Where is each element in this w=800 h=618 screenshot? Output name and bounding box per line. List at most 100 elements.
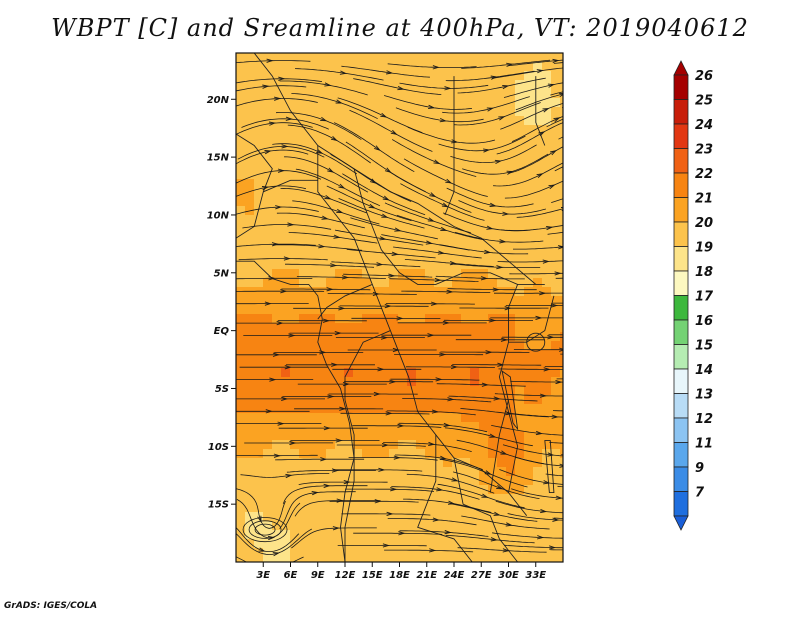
streamline [281, 288, 371, 291]
coastline [236, 260, 355, 562]
streamline-arrow [447, 397, 455, 402]
streamline [390, 378, 480, 381]
streamline-arrow [536, 535, 545, 540]
streamline [495, 500, 563, 514]
streamline-arrow [394, 227, 402, 232]
streamline [236, 488, 286, 529]
lake-outline [501, 370, 519, 431]
colorbar-swatch [673, 295, 689, 321]
streamline-arrow [342, 381, 351, 387]
streamline-arrow [368, 203, 376, 209]
streamline [447, 288, 537, 291]
lon-tick-label: 9E [311, 570, 325, 581]
streamline [546, 118, 563, 128]
streamline [353, 78, 442, 95]
streamline-arrow [324, 194, 332, 200]
border-line [498, 283, 545, 493]
streamline-arrow [502, 84, 510, 90]
streamline-arrow [258, 547, 266, 552]
streamline-arrow [429, 192, 437, 198]
lon-tick-label: 21E [416, 570, 437, 581]
streamline [499, 469, 563, 485]
streamline [515, 93, 563, 111]
streamline [288, 232, 378, 244]
streamline-arrow [481, 493, 489, 498]
colorbar-label: 9 [695, 461, 704, 476]
streamline [238, 258, 328, 261]
streamline [345, 488, 435, 492]
streamline-arrow [330, 135, 338, 142]
streamline-arrow [540, 508, 548, 514]
streamline-arrow [272, 552, 281, 557]
lon-tick-label: 3E [256, 570, 270, 581]
streamline [383, 95, 473, 110]
streamline [236, 243, 316, 247]
streamline-arrow [382, 195, 390, 201]
streamline-arrow [335, 99, 343, 104]
border-line [417, 434, 473, 562]
streamline [445, 70, 535, 82]
streamline-arrow [320, 457, 328, 462]
lat-tick-label: 10N [207, 210, 230, 221]
streamline-arrow [379, 236, 387, 241]
streamline [497, 260, 563, 263]
streamline-arrow [381, 442, 390, 448]
colorbar-swatch [673, 368, 689, 394]
streamline-vortex [254, 523, 276, 536]
lat-tick-label: 15S [208, 500, 229, 511]
streamline-arrow [275, 205, 283, 210]
lat-tick-label: 10S [208, 442, 229, 453]
streamline [449, 503, 538, 522]
streamline [437, 483, 525, 509]
streamline [507, 59, 563, 67]
streamline-arrow [490, 537, 498, 542]
lat-tick-label: 20N [207, 95, 230, 106]
lon-tick-label: 12E [335, 570, 356, 581]
streamline-arrow [390, 129, 398, 136]
streamline [279, 80, 368, 96]
streamline [236, 149, 309, 165]
streamline-arrow [496, 484, 504, 490]
colorbar-label: 19 [695, 241, 713, 256]
streamline-arrow [444, 529, 452, 535]
streamline-arrow [434, 277, 442, 283]
streamline-arrow [437, 250, 446, 255]
lat-tick-label: 5N [214, 268, 230, 279]
streamline [451, 263, 541, 268]
streamline [453, 471, 540, 499]
streamline [352, 425, 442, 428]
streamline [396, 214, 484, 241]
streamline [282, 485, 368, 505]
border-line [317, 145, 528, 516]
streamline [343, 273, 433, 278]
streamline [389, 278, 479, 282]
streamline-arrow [429, 548, 437, 553]
streamline [236, 78, 323, 84]
streamline-arrow [334, 330, 342, 336]
streamline-arrow [380, 335, 389, 340]
streamline-arrow [284, 365, 292, 370]
streamline [294, 68, 384, 81]
colorbar-swatch [673, 123, 689, 149]
streamline [291, 527, 377, 549]
streamline-arrow [442, 320, 450, 325]
streamline-arrow [331, 468, 340, 473]
streamline-arrow [373, 391, 381, 397]
colorbar-swatch [673, 74, 689, 100]
streamline-arrow [327, 167, 335, 173]
streamline-arrow [554, 271, 562, 276]
streamline [511, 115, 563, 142]
colorbar-label: 21 [695, 192, 713, 207]
streamline-arrow [374, 499, 382, 504]
streamline-arrow [481, 382, 489, 387]
streamline-arrow [486, 225, 494, 230]
streamline-arrow [536, 173, 544, 179]
streamline-arrow [389, 379, 397, 384]
streamline [386, 410, 476, 416]
streamline-arrow [277, 168, 286, 173]
chart-title: WBPT [C] and Sreamline at 400hPa, VT: 20… [51, 14, 749, 42]
streamline-arrow [285, 473, 293, 479]
streamline [236, 85, 307, 92]
streamline [457, 547, 547, 553]
